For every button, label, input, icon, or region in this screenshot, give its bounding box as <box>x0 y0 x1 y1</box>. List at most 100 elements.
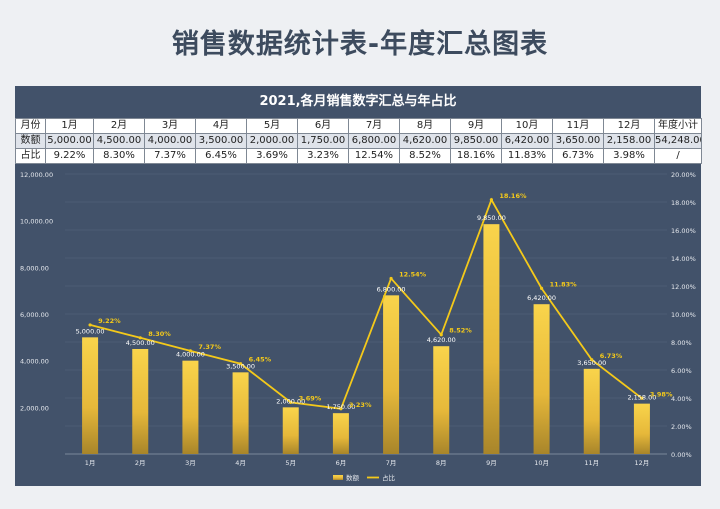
percent-point <box>238 362 243 366</box>
percent-point <box>489 198 494 202</box>
table-values-cell: 2,158.00 <box>603 133 655 149</box>
percent-point <box>389 276 393 281</box>
table-values-cell: 4,500.00 <box>93 133 145 149</box>
line-value-label: 12.54% <box>399 270 427 278</box>
table-header-cell: 7月 <box>348 118 400 134</box>
line-value-label: 7.37% <box>198 343 221 351</box>
table-values-cell: 6,420.00 <box>501 133 553 149</box>
y-left-tick-label: 6,000.00 <box>20 311 49 319</box>
table-header-cell: 10月 <box>501 118 553 134</box>
y-right-tick-label: 12.00% <box>671 283 696 291</box>
line-value-label: 9.22% <box>98 317 121 325</box>
line-value-label: 8.52% <box>449 327 472 335</box>
table-header-cell: 9月 <box>450 118 502 134</box>
table-values-cell: 5,000.00 <box>45 133 94 149</box>
bar-value-label: 2,000.00 <box>276 397 305 405</box>
summary-table: 月份 1月 2月 3月 4月 5月 6月 7月 8月 9月 10月 11月 12月 年度小计 数额 5,00… <box>15 118 702 164</box>
table-header-cell: 5月 <box>246 118 298 134</box>
bar <box>332 413 349 454</box>
percent-line <box>89 197 643 410</box>
line-value-label: 6.73% <box>600 352 623 360</box>
x-tick-label: 4月 <box>235 459 246 467</box>
bar-value-label: 2,158.00 <box>627 394 656 402</box>
bar <box>483 224 500 454</box>
line-value-label: 8.30% <box>148 330 171 338</box>
table-values-cell: 3,650.00 <box>552 133 604 149</box>
chart-title: 2021,各月销售数字汇总与年占比 <box>259 94 457 109</box>
x-tick-label: 9月 <box>486 459 497 467</box>
bar <box>433 346 450 454</box>
chart-svg: 2,000.00 4,000.00 6,000.00 8,000.00 10,000.0… <box>20 171 696 482</box>
percent-point <box>539 286 544 290</box>
bar <box>633 403 650 454</box>
x-tick-label: 1月 <box>85 459 96 467</box>
bar <box>232 372 249 454</box>
table-header-cell: 12月 <box>603 118 655 134</box>
line-value-label: 11.83% <box>550 280 578 288</box>
x-tick-label: 3月 <box>185 459 196 467</box>
table-percent-cell: / <box>654 148 702 164</box>
bar-value-label: 4,000.00 <box>176 351 205 359</box>
y-right-tick-label: 6.00% <box>671 367 692 375</box>
table-values-cell: 9,850.00 <box>450 133 502 149</box>
bar-value-label: 6,420.00 <box>527 294 556 302</box>
y-right-tick-label: 18.00% <box>671 199 696 207</box>
x-tick-label: 6月 <box>336 459 347 467</box>
combo-chart: 2,000.00 4,000.00 6,000.00 8,000.00 10,000.0… <box>15 168 701 486</box>
table-percent-label: 占比 <box>15 148 46 164</box>
table-values-cell: 4,620.00 <box>399 133 451 149</box>
table-percent-cell: 6.45% <box>195 148 247 164</box>
percent-point <box>138 336 142 340</box>
bar <box>82 337 99 454</box>
bar-value-label: 3,500.00 <box>226 362 255 370</box>
bar <box>533 304 550 454</box>
table-percent-cell: 3.69% <box>246 148 298 164</box>
percent-point <box>188 349 193 353</box>
table-header-row: 月份 1月 2月 3月 4月 5月 6月 7月 8月 9月 10月 11月 12月 年度小计 <box>15 118 702 134</box>
table-header-cell: 1月 <box>45 118 94 134</box>
y-left-tick-label: 10,000.00 <box>20 218 53 226</box>
table-percent-cell: 8.52% <box>399 148 451 164</box>
table-header-cell: 3月 <box>144 118 196 134</box>
y-right-tick-label: 16.00% <box>671 227 696 235</box>
bar <box>182 360 199 454</box>
table-header-cell: 2月 <box>93 118 145 134</box>
x-tick-label: 10月 <box>534 459 549 467</box>
y-left-tick-label: 2,000.00 <box>20 404 49 412</box>
table-percent-cell: 11.83% <box>501 148 553 164</box>
table-values-row: 数额 5,000.00 4,500.00 4,000.00 3,500.00 2,000.… <box>15 133 702 149</box>
page-title: 销售数据统计表-年度汇总图表 <box>171 29 549 60</box>
table-percent-cell: 3.23% <box>297 148 349 164</box>
y-left-tick-label: 12,000.00 <box>20 171 53 179</box>
x-tick-label: 8月 <box>436 459 447 467</box>
line-value-label: 3.98% <box>650 390 673 398</box>
table-percent-cell: 6.73% <box>552 148 604 164</box>
line-value-label: 18.16% <box>499 192 527 200</box>
y-right-tick-label: 2.00% <box>671 423 692 431</box>
y-right-tick-label: 14.00% <box>671 255 696 263</box>
bar <box>132 349 149 454</box>
x-tick-label: 7月 <box>386 459 397 467</box>
table-values-cell: 4,000.00 <box>144 133 196 149</box>
table-header-label: 月份 <box>15 118 46 134</box>
bar-value-label: 5,000.00 <box>76 327 105 335</box>
percent-point <box>439 333 443 337</box>
table-values-cell: 3,500.00 <box>195 133 247 149</box>
table-values-cell: 2,000.00 <box>246 133 298 149</box>
legend-swatch-bar <box>333 475 343 480</box>
y-right-tick-label: 20.00% <box>671 171 696 179</box>
table-values-cell: 1,750.00 <box>297 133 349 149</box>
table-percent-cell: 18.16% <box>450 148 502 164</box>
bar-value-label: 4,500.00 <box>126 339 155 347</box>
y-left-tick-label: 4,000.00 <box>20 358 49 366</box>
chart-card: 2021,各月销售数字汇总与年占比 月份 1月 2月 3月 4月 5月 6月 7月 8月 9月 10… <box>15 86 702 486</box>
y-right-tick-label: 10.00% <box>671 311 696 319</box>
bar-value-label: 6,800.00 <box>377 285 406 293</box>
bar-value-label: 4,620.00 <box>427 336 456 344</box>
y-left-tick-label: 8,000.00 <box>20 264 49 272</box>
x-tick-label: 5月 <box>285 459 296 467</box>
bar-value-label: 1,750.00 <box>326 403 355 411</box>
line-value-label: 3.23% <box>349 401 372 409</box>
table-percent-cell: 9.22% <box>45 148 94 164</box>
percent-point <box>339 407 343 411</box>
